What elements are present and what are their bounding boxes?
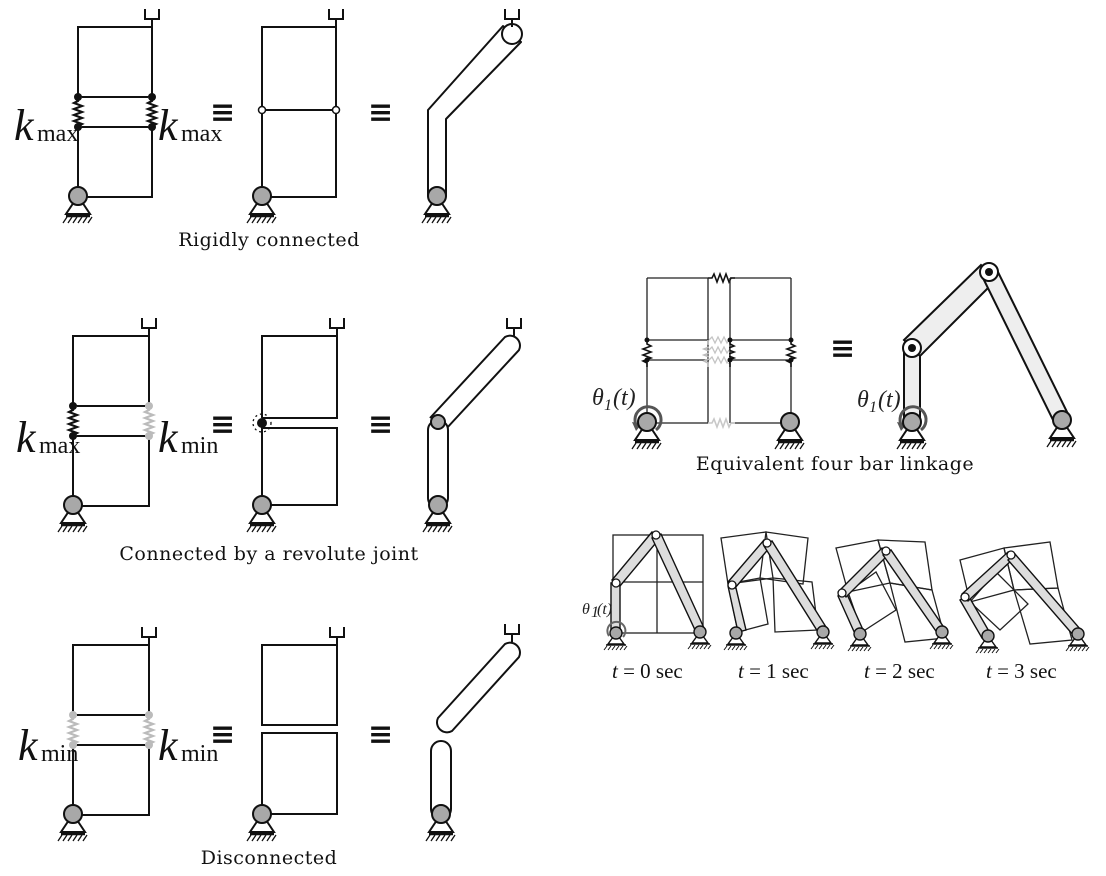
caption-revolute: Connected by a revolute joint: [119, 543, 418, 565]
svg-text:(t): (t): [878, 387, 901, 413]
disconnected-two-links: [426, 623, 521, 841]
svg-text:t = 2 sec: t = 2 sec: [864, 659, 935, 683]
svg-text:(t): (t): [613, 385, 636, 411]
time-label-2: t = 2 sec: [864, 659, 935, 683]
top-spring: [707, 273, 736, 283]
disconnected-spring-model: [58, 626, 157, 841]
svg-text:k: k: [18, 721, 39, 770]
equivalence-symbol: ≡: [210, 717, 235, 752]
svg-text:(t): (t): [597, 601, 612, 618]
theta-label: θ 1 (t): [592, 385, 636, 414]
equivalence-symbol: ≡: [368, 95, 393, 130]
caption-four-bar: Equivalent four bar linkage: [696, 453, 974, 475]
svg-text:k: k: [158, 721, 179, 770]
equivalence-symbol: ≡: [368, 717, 393, 752]
kmax-label-left: k max: [16, 413, 80, 462]
svg-text:t = 1 sec: t = 1 sec: [738, 659, 809, 683]
svg-text:max: max: [37, 121, 78, 147]
equivalence-symbol: ≡: [210, 95, 235, 130]
rigid-equivalent-frame: [247, 8, 344, 223]
svg-text:min: min: [181, 433, 218, 459]
four-bar-linkage: [897, 262, 1076, 449]
svg-text:k: k: [14, 101, 35, 150]
frame-t2: [835, 539, 954, 652]
svg-text:1: 1: [591, 604, 599, 621]
rigid-spring-model: [63, 8, 160, 223]
svg-text:θ: θ: [857, 387, 869, 413]
equivalence-symbol: ≡: [368, 407, 393, 442]
svg-text:t = 0 sec: t = 0 sec: [612, 659, 683, 683]
ground-pivot: [63, 187, 92, 223]
revolute-two-links: [423, 317, 522, 532]
svg-text:max: max: [181, 121, 222, 147]
svg-text:1: 1: [869, 399, 877, 416]
time-label-0: t = 0 sec: [612, 659, 683, 683]
time-label-1: t = 1 sec: [738, 659, 809, 683]
time-label-3: t = 3 sec: [986, 659, 1057, 683]
caption-disconnected: Disconnected: [201, 847, 338, 869]
frame-t1: [720, 531, 835, 651]
revolute-equivalent-frame: [247, 317, 345, 532]
svg-text:1: 1: [604, 397, 612, 414]
svg-text:min: min: [41, 741, 78, 767]
rigid-single-link: [422, 8, 523, 223]
svg-text:k: k: [158, 101, 179, 150]
four-bar-lattice: [632, 273, 804, 449]
caption-rigid: Rigidly connected: [178, 229, 360, 251]
svg-text:max: max: [39, 433, 80, 459]
equivalence-symbol: ≡: [830, 331, 855, 366]
theta-label: θ 1 (t): [857, 387, 901, 416]
kmin-label-right: k min: [158, 721, 218, 770]
frame-t0: [603, 530, 712, 651]
equivalence-symbol: ≡: [210, 407, 235, 442]
svg-text:min: min: [181, 741, 218, 767]
kmax-label-right: k max: [158, 101, 222, 150]
kmin-label-right: k min: [158, 413, 218, 462]
svg-text:k: k: [158, 413, 179, 462]
svg-text:θ: θ: [592, 385, 604, 411]
svg-text:θ: θ: [582, 601, 590, 618]
frame-t3: [959, 541, 1090, 654]
svg-text:t = 3 sec: t = 3 sec: [986, 659, 1057, 683]
kmin-label-left: k min: [18, 721, 78, 770]
revolute-spring-model: [58, 317, 157, 532]
kmax-label-left: k max: [14, 101, 78, 150]
svg-text:k: k: [16, 413, 37, 462]
theta-label-small: θ 1 (t): [582, 601, 612, 621]
disconnected-equivalent-frame: [247, 626, 345, 841]
